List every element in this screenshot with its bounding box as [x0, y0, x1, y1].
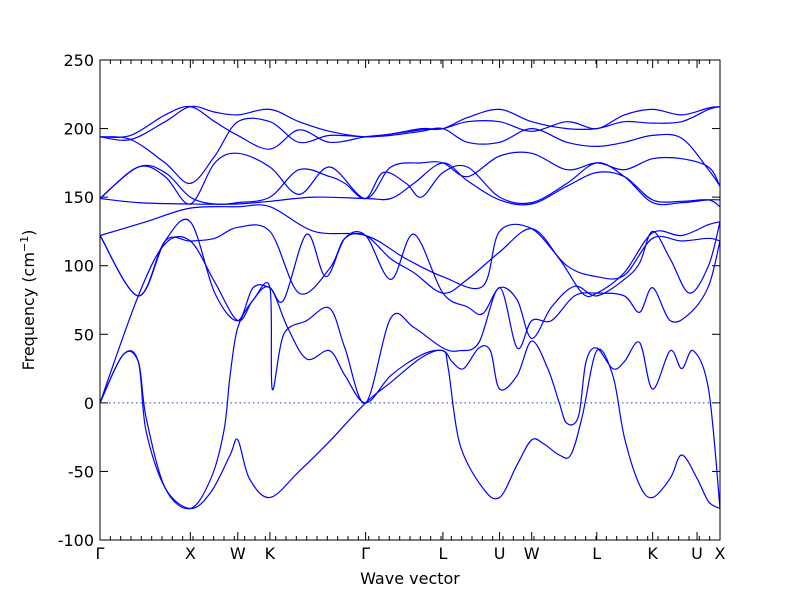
band-line: [100, 348, 720, 510]
x-tick-label: L: [592, 544, 601, 563]
y-tick-label: 0: [84, 394, 94, 413]
y-tick-label: -50: [68, 462, 94, 481]
y-tick-label: 200: [63, 120, 94, 139]
x-axis-label: Wave vector: [360, 569, 460, 588]
y-tick-label: 150: [63, 188, 94, 207]
y-axis-label-exponent: −1: [18, 236, 31, 252]
y-tick-label: -100: [58, 531, 94, 550]
band-line: [100, 105, 720, 150]
x-tick-label: Γ: [361, 544, 370, 563]
x-tick-label: W: [524, 544, 540, 563]
x-tick-label: U: [494, 544, 506, 563]
y-tick-label: 100: [63, 257, 94, 276]
y-axis-label: Frequency (cm−1): [18, 230, 39, 371]
x-tick-label: L: [438, 544, 447, 563]
x-tick-label: K: [647, 544, 658, 563]
x-tick-label: Γ: [96, 544, 105, 563]
plot-frame: [99, 59, 721, 541]
band-line: [100, 117, 720, 187]
y-tick-label: 50: [74, 325, 94, 344]
y-axis-label-text: Frequency (cm: [19, 252, 38, 370]
x-tick-label: X: [185, 544, 196, 563]
y-tick-labels: -100 -50 0 50 100 150 200 250: [58, 51, 94, 550]
band-line: [100, 105, 720, 141]
band-line: [100, 162, 720, 206]
band-line: [100, 151, 720, 205]
x-tick-label: W: [230, 544, 246, 563]
band-line: [100, 218, 720, 339]
band-line: [100, 204, 720, 290]
x-tick-label: K: [265, 544, 276, 563]
band-lines: [100, 105, 720, 510]
x-tick-label: X: [715, 544, 726, 563]
band-line: [100, 286, 720, 510]
y-tick-label: 250: [63, 51, 94, 70]
band-line: [100, 221, 720, 298]
band-line: [100, 162, 720, 208]
x-tick-label: U: [691, 544, 703, 563]
y-axis-label-close: ): [19, 230, 38, 236]
